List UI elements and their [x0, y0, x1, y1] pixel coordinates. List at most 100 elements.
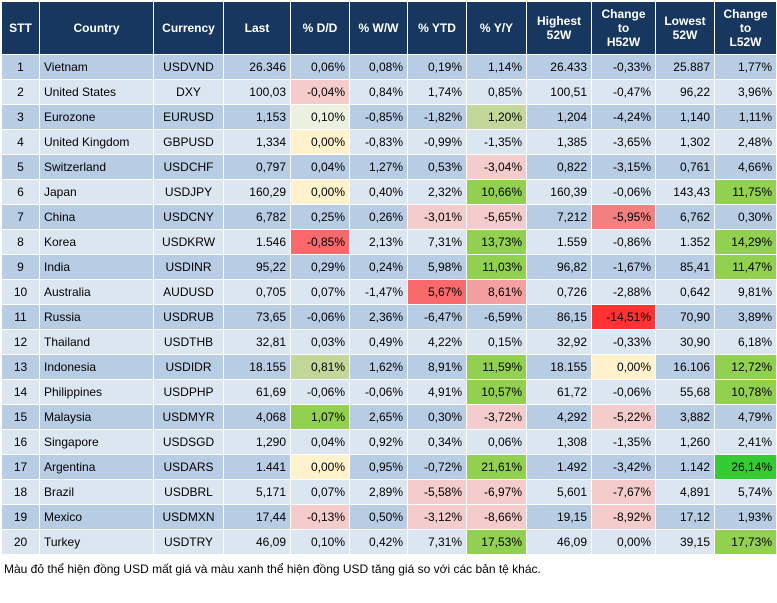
table-cell: 16 [1, 429, 40, 455]
table-cell: 17 [1, 454, 40, 480]
table-cell: 55,68 [655, 379, 715, 405]
table-cell: United Kingdom [39, 129, 154, 155]
table-cell: 12,72% [714, 354, 777, 380]
table-cell: USDCHF [153, 154, 224, 180]
table-row: 7 China USDCNY 6,782 0,25% 0,26% -3,01% -5,65% 7… [1, 204, 777, 230]
table-cell: 96,22 [655, 79, 715, 105]
table-cell: 11 [1, 304, 40, 330]
table-cell: 0,30% [407, 404, 467, 430]
table-cell: -3,04% [466, 154, 527, 180]
table-cell: -5,58% [407, 479, 467, 505]
table-cell: -8,66% [466, 504, 527, 530]
table-cell: Singapore [39, 429, 154, 455]
table-cell: -1,82% [407, 104, 467, 130]
table-cell: -0,06% [290, 304, 350, 330]
table-cell: 46,09 [223, 529, 291, 555]
table-cell: -6,97% [466, 479, 527, 505]
table-cell: Thailand [39, 329, 154, 355]
table-cell: USDJPY [153, 179, 224, 205]
table-cell: 10 [1, 279, 40, 305]
table-cell: 0,50% [349, 504, 408, 530]
table-row: 17 Argentina USDARS 1.441 0,00% 0,95% -0,72% 21… [1, 454, 777, 480]
table-cell: -0,99% [407, 129, 467, 155]
table-cell: 1,62% [349, 354, 408, 380]
table-cell: Australia [39, 279, 154, 305]
table-cell: GBPUSD [153, 129, 224, 155]
table-cell: 5,67% [407, 279, 467, 305]
table-cell: 4,91% [407, 379, 467, 405]
table-cell: 0,85% [466, 79, 527, 105]
table-cell: 0,04% [290, 429, 350, 455]
table-row: 10 Australia AUDUSD 0,705 0,07% -1,47% 5,67% 8,… [1, 279, 777, 305]
table-cell: 46,09 [526, 529, 592, 555]
table-cell: -6,59% [466, 304, 527, 330]
table-row: 13 Indonesia USDIDR 18.155 0,81% 1,62% 8,91% 11… [1, 354, 777, 380]
table-cell: 21,61% [466, 454, 527, 480]
table-cell: Philippines [39, 379, 154, 405]
table-cell: 6,18% [714, 329, 777, 355]
table-cell: -0,47% [591, 79, 656, 105]
table-cell: 1.441 [223, 454, 291, 480]
table-cell: 160,29 [223, 179, 291, 205]
table-cell: 2,36% [349, 304, 408, 330]
table-cell: 96,82 [526, 254, 592, 280]
table-cell: 14,29% [714, 229, 777, 255]
table-cell: 26,14% [714, 454, 777, 480]
table-cell: 1,385 [526, 129, 592, 155]
table-cell: -3,15% [591, 154, 656, 180]
table-cell: 0,15% [466, 329, 527, 355]
table-cell: -0,72% [407, 454, 467, 480]
table-cell: 18.155 [223, 354, 291, 380]
table-cell: 19 [1, 504, 40, 530]
column-header: % YTD [407, 1, 467, 55]
table-cell: USDRUB [153, 304, 224, 330]
column-header: Last [223, 1, 291, 55]
table-cell: 6,782 [223, 204, 291, 230]
table-cell: Eurozone [39, 104, 154, 130]
fx-table: STT Country Currency Last% D/D% W/W% YTD% Y… [1, 1, 777, 555]
table-cell: Mexico [39, 504, 154, 530]
table-cell: 13 [1, 354, 40, 380]
table-cell: 0,10% [290, 529, 350, 555]
column-header: Highest 52W [526, 1, 592, 55]
table-cell: USDSGD [153, 429, 224, 455]
table-row: 9 India USDINR 95,22 0,29% 0,24% 5,98% 11,03% 96… [1, 254, 777, 280]
table-cell: 4 [1, 129, 40, 155]
table-cell: 15 [1, 404, 40, 430]
table-cell: 26.433 [526, 54, 592, 80]
table-cell: 1,140 [655, 104, 715, 130]
table-row: 12 Thailand USDTHB 32,81 0,03% 0,49% 4,22% 0,15… [1, 329, 777, 355]
column-header: Currency [153, 1, 224, 55]
table-cell: USDARS [153, 454, 224, 480]
table-cell: -0,04% [290, 79, 350, 105]
table-cell: 26.346 [223, 54, 291, 80]
table-cell: -0,83% [349, 129, 408, 155]
table-row: 6 Japan USDJPY 160,29 0,00% 0,40% 2,32% 10,66% 1… [1, 179, 777, 205]
table-cell: 0,95% [349, 454, 408, 480]
table-row: 5 Switzerland USDCHF 0,797 0,04% 1,27% 0,53% -3… [1, 154, 777, 180]
table-cell: -7,67% [591, 479, 656, 505]
table-cell: 0,40% [349, 179, 408, 205]
table-cell: 0,07% [290, 479, 350, 505]
table-cell: 1.142 [655, 454, 715, 480]
table-cell: 1.546 [223, 229, 291, 255]
table-cell: 1,93% [714, 504, 777, 530]
table-row: 4 United Kingdom GBPUSD 1,334 0,00% -0,83% -0,… [1, 129, 777, 155]
table-cell: 1 [1, 54, 40, 80]
table-cell: 1,153 [223, 104, 291, 130]
table-cell: 6,762 [655, 204, 715, 230]
table-cell: 0,19% [407, 54, 467, 80]
table-cell: 25.887 [655, 54, 715, 80]
table-cell: 160,39 [526, 179, 592, 205]
table-cell: USDVND [153, 54, 224, 80]
table-body: 1 Vietnam USDVND 26.346 0,06% 0,08% 0,19% 1,14%… [1, 54, 777, 555]
table-cell: 1.352 [655, 229, 715, 255]
table-cell: -1,35% [591, 429, 656, 455]
table-cell: 1,74% [407, 79, 467, 105]
table-cell: 5,601 [526, 479, 592, 505]
table-cell: 4,891 [655, 479, 715, 505]
table-cell: 0,761 [655, 154, 715, 180]
table-cell: 4,22% [407, 329, 467, 355]
table-cell: 5,171 [223, 479, 291, 505]
